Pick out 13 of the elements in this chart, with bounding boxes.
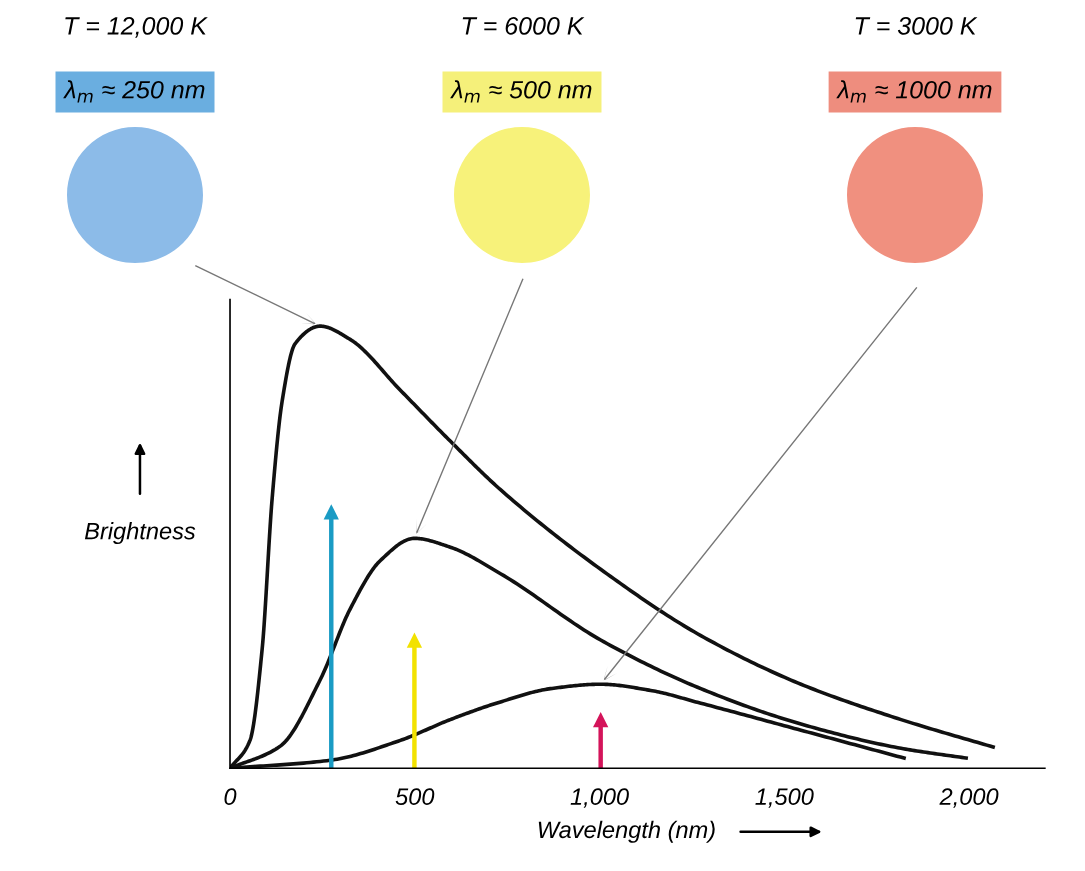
x-tick-label: 1,500 xyxy=(755,788,814,808)
text: λ$_{m}$ ≈ 500 nm xyxy=(450,80,592,103)
x-axis-title: Wavelength (nm) xyxy=(538,820,715,843)
text: T = 12,000 K xyxy=(65,17,208,38)
x-tick-label: 0 xyxy=(224,788,237,806)
y-axis-title: Brightness xyxy=(84,522,196,545)
text: λ$_{m}$ ≈ 250 nm xyxy=(63,80,205,103)
text: T = 6000 K xyxy=(462,17,585,35)
x-tick-label: 500 xyxy=(395,788,435,806)
x-tick-label: 2,000 xyxy=(939,788,999,808)
x-tick-label: 1,000 xyxy=(570,788,629,808)
text: T = 3000 K xyxy=(855,17,978,35)
text: λ$_{m}$ ≈ 1000 nm xyxy=(836,80,992,103)
